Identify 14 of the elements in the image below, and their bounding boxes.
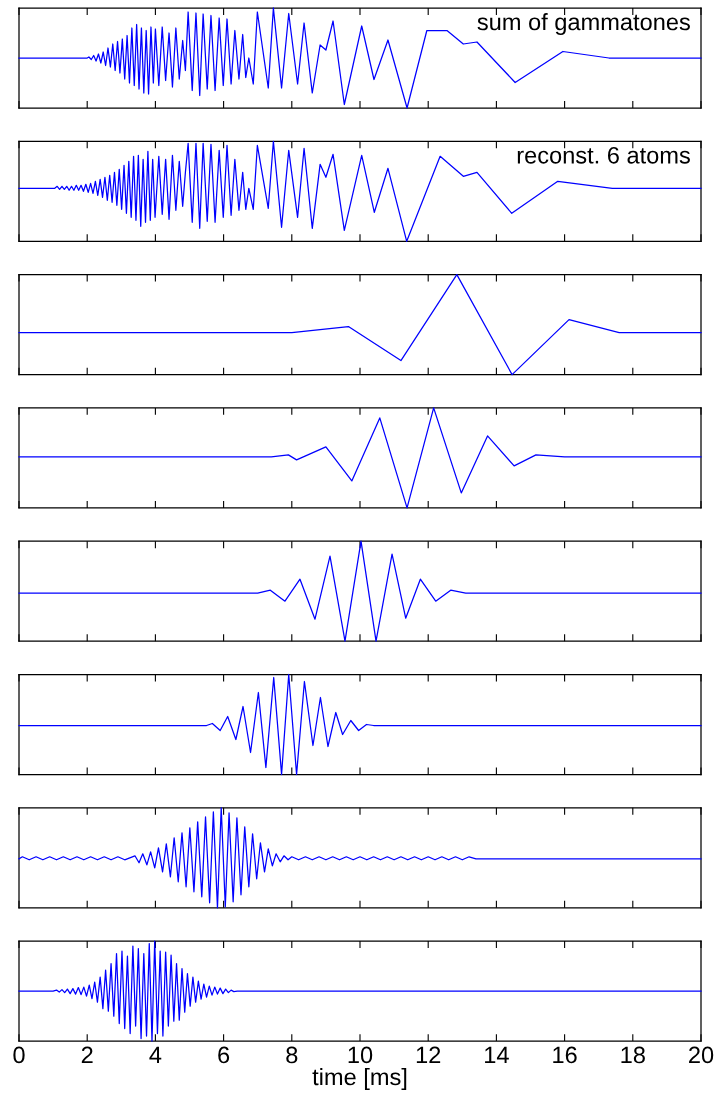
x-axis-title: time [ms]: [312, 1067, 407, 1090]
x-tick-label: 10: [348, 1046, 373, 1064]
annotation: reconst. 6 atoms: [517, 146, 690, 164]
annotation: sum of gammatones: [477, 13, 690, 36]
x-tick-label: 12: [416, 1046, 441, 1064]
x-tick-label: 16: [553, 1046, 577, 1064]
x-tick-label: 2: [81, 1046, 93, 1064]
x-tick-label: 14: [485, 1046, 509, 1064]
x-tick-label: 18: [621, 1046, 645, 1064]
x-tick-label: 20: [689, 1046, 714, 1064]
x-tick-label: 4: [149, 1046, 162, 1064]
x-tick-label: 6: [218, 1046, 230, 1064]
x-tick-label: 0: [13, 1046, 25, 1064]
x-tick-label: 8: [286, 1046, 298, 1064]
